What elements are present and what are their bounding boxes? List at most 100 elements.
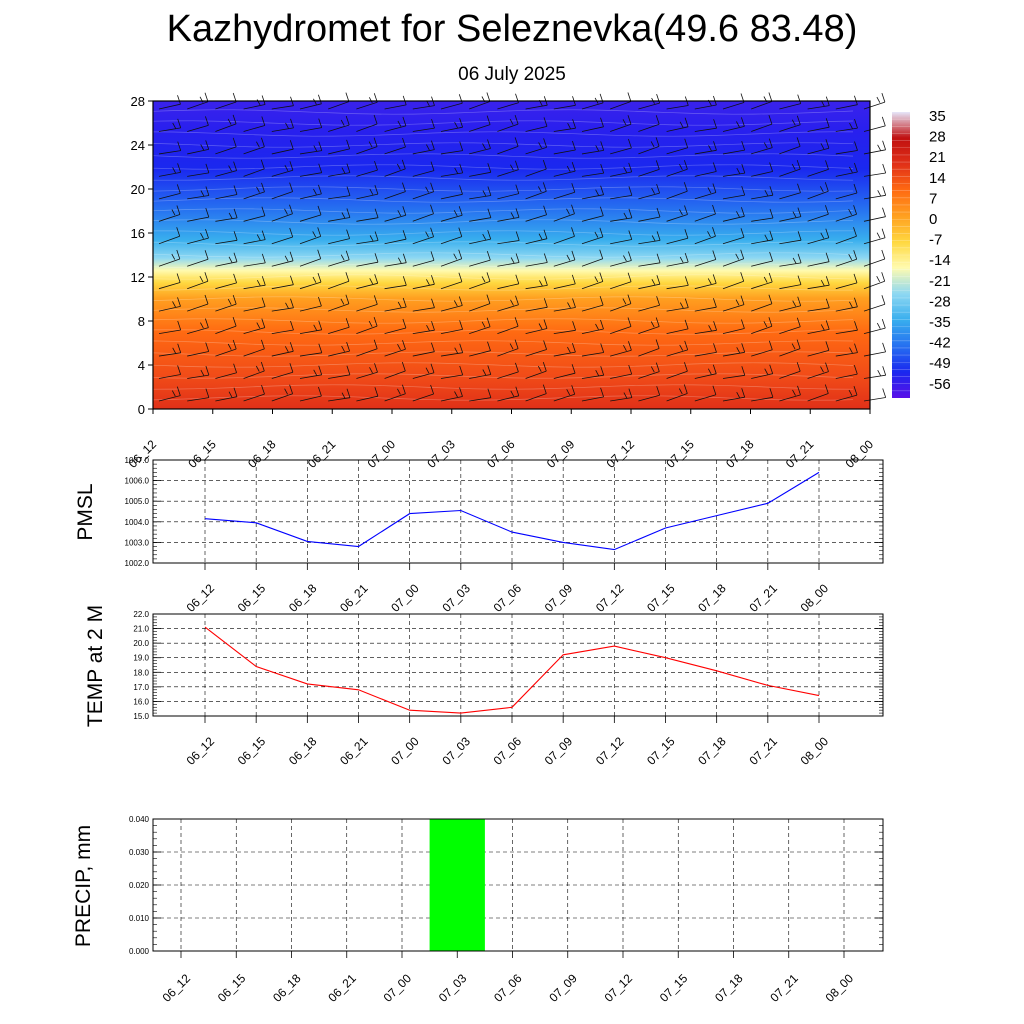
x-tick-label: 07_03 bbox=[439, 581, 473, 615]
colorbar-label: -28 bbox=[929, 293, 951, 310]
wind-barb bbox=[440, 365, 464, 379]
x-tick-label: 07_03 bbox=[436, 971, 470, 1005]
wind-barb bbox=[722, 319, 745, 335]
wind-barb bbox=[722, 272, 745, 290]
wind-barb bbox=[187, 342, 210, 357]
wind-barb bbox=[553, 385, 576, 402]
wind-barb bbox=[610, 230, 633, 245]
x-tick-label: 07_09 bbox=[544, 437, 578, 471]
wind-barb bbox=[158, 163, 181, 177]
wind-barb bbox=[271, 227, 294, 245]
wind-barb bbox=[638, 160, 660, 177]
wind-barb bbox=[807, 160, 829, 177]
wind-barb bbox=[525, 117, 548, 132]
wind-barb bbox=[187, 228, 209, 245]
wind-barb bbox=[553, 298, 576, 312]
wind-barb bbox=[328, 272, 350, 290]
wind-barb bbox=[243, 116, 266, 132]
wind-barb bbox=[412, 118, 435, 132]
wind-barb bbox=[412, 227, 434, 245]
wind-barb bbox=[412, 298, 435, 312]
x-tick-label: 06_21 bbox=[325, 971, 359, 1005]
wind-barb bbox=[581, 249, 604, 267]
x-tick-label: 06_12 bbox=[184, 734, 218, 768]
wind-barb bbox=[638, 183, 660, 200]
wind-barb bbox=[356, 339, 378, 357]
wind-barb bbox=[525, 159, 547, 177]
wind-barb bbox=[412, 182, 434, 200]
wind-barb bbox=[581, 387, 604, 402]
wind-barb bbox=[356, 231, 379, 245]
wind-barb bbox=[666, 340, 689, 357]
wind-barb bbox=[271, 161, 294, 177]
wind-barb bbox=[610, 364, 633, 379]
y-tick-label: 20 bbox=[131, 182, 145, 197]
wind-barb bbox=[610, 115, 632, 132]
wind-barb bbox=[779, 137, 801, 155]
wind-barb bbox=[469, 317, 491, 334]
wind-barb bbox=[722, 140, 746, 155]
x-tick-label: 07_12 bbox=[593, 734, 627, 768]
y-tick-label: 16 bbox=[131, 226, 145, 241]
wind-barb bbox=[638, 137, 660, 155]
wind-barb bbox=[638, 362, 660, 379]
wind-barb bbox=[384, 230, 407, 245]
wind-barb bbox=[581, 272, 604, 290]
wind-barb bbox=[384, 159, 406, 177]
wind-barb bbox=[863, 228, 886, 245]
wind-barb bbox=[299, 94, 322, 110]
wind-barb bbox=[440, 163, 464, 177]
colorbar-label: -7 bbox=[929, 232, 942, 249]
contour-line bbox=[152, 153, 854, 159]
wind-barb bbox=[835, 364, 858, 379]
wind-barb bbox=[469, 388, 492, 402]
wind-barb bbox=[187, 272, 209, 290]
wind-barb bbox=[271, 320, 294, 335]
wind-barb bbox=[412, 275, 435, 290]
x-tick-label: 07_09 bbox=[546, 971, 580, 1005]
wind-barb bbox=[328, 139, 350, 155]
wind-barb bbox=[271, 251, 294, 267]
wind-barb bbox=[722, 185, 746, 200]
x-tick-label: 07_00 bbox=[388, 734, 422, 768]
wind-barb bbox=[807, 182, 829, 200]
wind-barb bbox=[497, 208, 520, 222]
x-tick-label: 07_06 bbox=[491, 734, 525, 768]
wind-barb bbox=[158, 320, 182, 335]
wind-barb bbox=[835, 141, 858, 155]
wind-barb bbox=[863, 207, 886, 222]
wind-barb bbox=[158, 386, 181, 402]
wind-barb bbox=[779, 94, 802, 110]
x-tick-label: 06_12 bbox=[184, 581, 218, 615]
wind-barb bbox=[751, 138, 773, 155]
wind-barb bbox=[666, 138, 689, 155]
wind-barb bbox=[722, 249, 745, 267]
wind-barb bbox=[751, 230, 774, 245]
wind-barb bbox=[779, 253, 802, 267]
wind-barb bbox=[299, 118, 323, 132]
x-tick-label: 08_00 bbox=[843, 437, 877, 471]
wind-barb bbox=[581, 227, 604, 245]
x-tick-label: 07_00 bbox=[365, 437, 399, 471]
x-tick-label: 06_15 bbox=[235, 581, 269, 615]
wind-barb bbox=[384, 137, 406, 155]
wind-barb bbox=[863, 140, 886, 155]
colorbar-label: -21 bbox=[929, 273, 951, 290]
wind-barb bbox=[722, 228, 745, 245]
wind-barb bbox=[581, 163, 605, 177]
wind-barb bbox=[243, 384, 265, 402]
y-tick-label: 1005.0 bbox=[125, 497, 150, 506]
wind-barb bbox=[751, 272, 773, 290]
x-tick-label: 07_06 bbox=[484, 437, 518, 471]
contour-line bbox=[152, 340, 854, 346]
wind-barb bbox=[328, 341, 350, 357]
wind-barb bbox=[863, 186, 887, 200]
wind-barb bbox=[751, 208, 774, 222]
wind-barb bbox=[497, 386, 520, 402]
wind-barb bbox=[751, 364, 774, 379]
wind-barb bbox=[525, 229, 548, 245]
wind-barb bbox=[187, 250, 209, 267]
wind-barb bbox=[807, 384, 829, 402]
wind-barb bbox=[299, 296, 322, 312]
